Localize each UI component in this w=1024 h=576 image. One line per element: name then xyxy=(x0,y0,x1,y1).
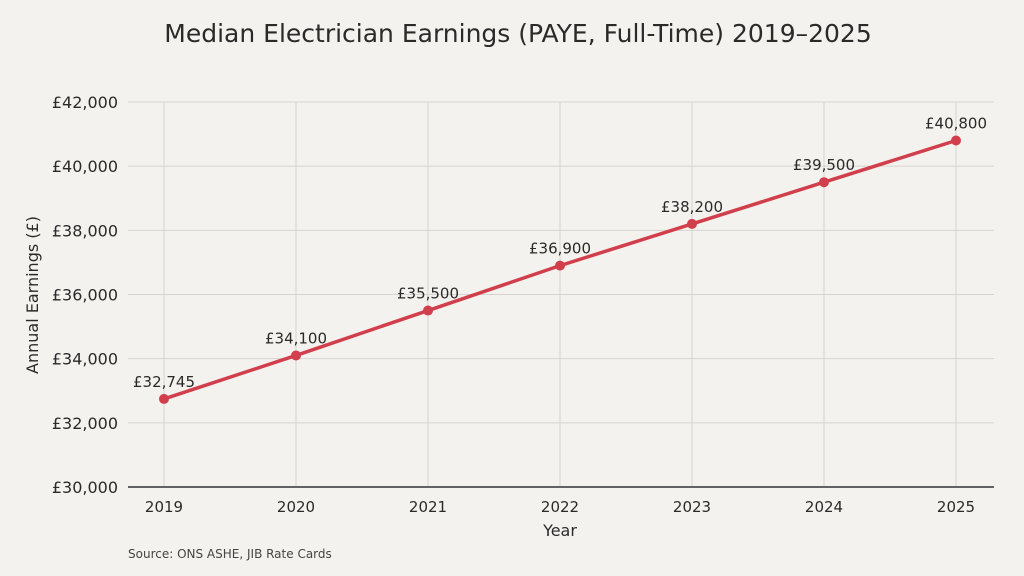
y-tick-label: £38,000 xyxy=(52,221,118,240)
x-tick-label: 2024 xyxy=(805,498,843,516)
data-point xyxy=(951,135,961,146)
x-tick-label: 2025 xyxy=(937,498,975,516)
data-label: £40,800 xyxy=(925,115,987,133)
x-tick-label: 2023 xyxy=(673,498,711,516)
data-point xyxy=(291,350,301,361)
data-point xyxy=(687,218,697,229)
source-note: Source: ONS ASHE, JIB Rate Cards xyxy=(128,547,332,561)
y-tick-label: £36,000 xyxy=(52,286,118,305)
data-point xyxy=(423,305,433,316)
x-tick-label: 2022 xyxy=(541,498,579,516)
y-tick-label: £34,000 xyxy=(52,350,118,369)
data-point xyxy=(159,393,169,404)
y-tick-label: £42,000 xyxy=(52,93,118,112)
data-point xyxy=(819,177,829,188)
y-axis-label: Annual Earnings (£) xyxy=(23,216,42,374)
data-point xyxy=(555,260,565,271)
x-tick-label: 2021 xyxy=(409,498,447,516)
data-label: £39,500 xyxy=(793,156,855,174)
chart-title: Median Electrician Earnings (PAYE, Full-… xyxy=(164,19,871,48)
data-label: £35,500 xyxy=(397,285,459,303)
data-label: £36,900 xyxy=(529,240,591,258)
data-label: £32,745 xyxy=(133,373,195,391)
data-label: £38,200 xyxy=(661,198,723,216)
y-tick-label: £30,000 xyxy=(52,478,118,497)
data-label: £34,100 xyxy=(265,329,327,347)
x-axis-label: Year xyxy=(542,521,577,540)
x-tick-label: 2020 xyxy=(277,498,315,516)
y-tick-label: £32,000 xyxy=(52,414,118,433)
y-tick-label: £40,000 xyxy=(52,157,118,176)
x-tick-label: 2019 xyxy=(145,498,183,516)
